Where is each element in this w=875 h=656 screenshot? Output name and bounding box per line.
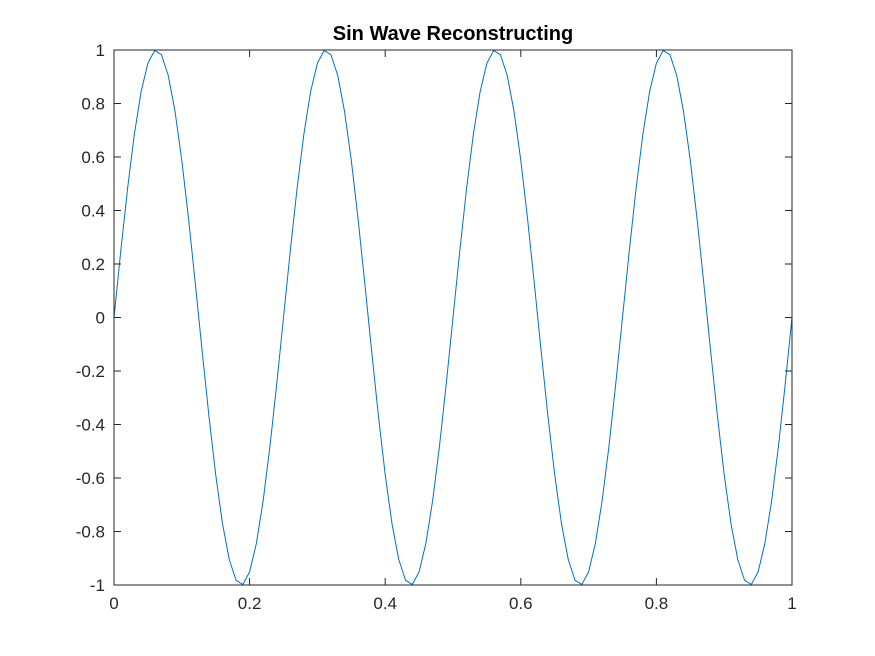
y-tick-label: -0.2: [76, 362, 105, 381]
y-tick-label: 1: [96, 41, 105, 60]
y-tick-label: -1: [90, 576, 105, 595]
y-tick-label: 0: [96, 309, 105, 328]
y-tick-label: 0.4: [81, 202, 105, 221]
y-tick-label: 0.8: [81, 95, 105, 114]
x-tick-label: 0.6: [509, 594, 533, 613]
y-tick-label: -0.8: [76, 523, 105, 542]
y-tick-label: -0.6: [76, 469, 105, 488]
y-tick-label: 0.6: [81, 148, 105, 167]
axes-layer: 0 0.2 0.4 0.6 0.8 1 -1 -0.8 -0.6 -0.4 -0.2 0 0.2 0.4 0…: [76, 41, 797, 613]
x-tick-label: 1: [787, 594, 796, 613]
x-tick-label: 0.2: [238, 594, 262, 613]
chart-title: Sin Wave Reconstructing: [333, 23, 573, 45]
y-tick-label: -0.4: [76, 416, 105, 435]
x-tick-label: 0: [109, 594, 118, 613]
y-tick-label: 0.2: [81, 255, 105, 274]
x-tick-label: 0.4: [373, 594, 397, 613]
series-layer: [113, 50, 793, 585]
series-line-0: [113, 50, 793, 585]
x-tick-label: 0.8: [645, 594, 669, 613]
